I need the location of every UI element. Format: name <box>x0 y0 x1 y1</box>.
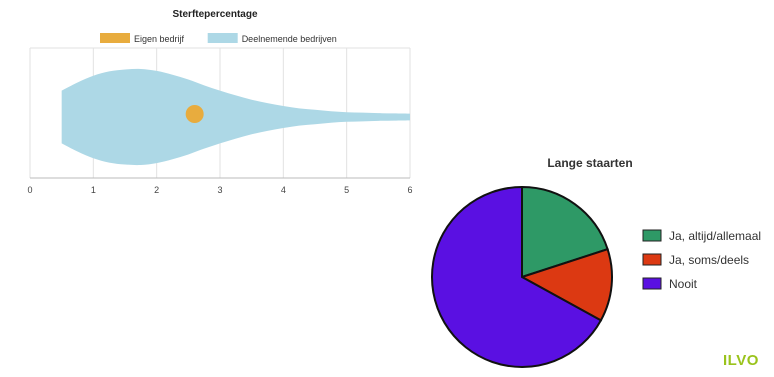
x-axis-ticks: 0 1 2 3 4 5 6 <box>27 185 412 195</box>
legend-label: Nooit <box>669 277 698 291</box>
tick-label: 4 <box>281 185 286 195</box>
tick-label: 0 <box>27 185 32 195</box>
legend: Eigen bedrijf Deelnemende bedrijven <box>100 33 337 44</box>
legend-label: Eigen bedrijf <box>134 34 185 44</box>
tick-label: 3 <box>217 185 222 195</box>
legend-swatch <box>642 229 662 242</box>
tick-label: 2 <box>154 185 159 195</box>
ilvo-logo: ILVO <box>723 352 759 369</box>
own-farm-point <box>185 105 204 123</box>
plot-area <box>61 68 411 166</box>
violin-chart: Sterftepercentage Eigen bedrijf Deelnemen… <box>27 9 412 195</box>
chart-title: Sterftepercentage <box>172 9 257 20</box>
pie-slice <box>519 247 613 322</box>
legend-swatch <box>642 277 662 290</box>
legend-label: Ja, soms/deels <box>669 253 749 267</box>
pie-slice <box>431 185 603 368</box>
tick-label: 5 <box>344 185 349 195</box>
legend: Ja, altijd/allemaal Ja, soms/deels Nooit <box>642 229 761 291</box>
tick-label: 1 <box>91 185 96 195</box>
tick-label: 6 <box>407 185 412 195</box>
legend-swatch <box>642 253 662 266</box>
chart-title: Lange staarten <box>547 156 632 170</box>
violin-shape <box>61 68 411 166</box>
legend-label: Deelnemende bedrijven <box>242 34 337 44</box>
legend-swatch <box>207 33 238 43</box>
pie-slices <box>431 185 613 368</box>
legend-label: Ja, altijd/allemaal <box>669 229 761 243</box>
pie-chart: Lange staarten Ja, altijd/allemaal Ja, so… <box>431 156 761 368</box>
pie-slice <box>521 185 609 279</box>
legend-swatch <box>100 33 130 43</box>
